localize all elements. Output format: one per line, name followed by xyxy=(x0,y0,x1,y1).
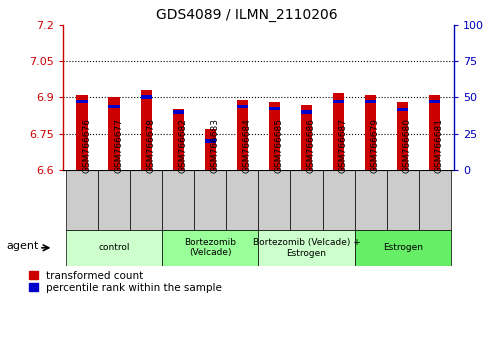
Bar xyxy=(365,95,376,170)
Bar xyxy=(76,95,87,170)
Bar xyxy=(227,170,258,230)
Bar xyxy=(205,139,216,143)
Text: Bortezomib (Velcade) +
Estrogen: Bortezomib (Velcade) + Estrogen xyxy=(253,238,360,257)
Bar xyxy=(269,102,280,170)
Text: GSM766676: GSM766676 xyxy=(82,118,91,173)
Bar xyxy=(194,170,227,230)
Bar xyxy=(109,97,120,170)
Bar xyxy=(98,170,130,230)
Text: GSM766678: GSM766678 xyxy=(146,118,155,173)
Legend: transformed count, percentile rank within the sample: transformed count, percentile rank withi… xyxy=(29,271,222,293)
Bar xyxy=(237,105,248,108)
Bar xyxy=(130,170,162,230)
Bar xyxy=(172,109,184,170)
Bar xyxy=(162,170,194,230)
Text: Bortezomib
(Velcade): Bortezomib (Velcade) xyxy=(185,238,236,257)
Bar xyxy=(365,100,376,103)
Text: GSM766683: GSM766683 xyxy=(210,118,219,173)
Bar xyxy=(355,230,451,266)
Bar xyxy=(258,230,355,266)
Bar xyxy=(162,230,258,266)
Bar xyxy=(141,96,152,98)
Text: GSM766685: GSM766685 xyxy=(274,118,284,173)
Bar xyxy=(141,90,152,170)
Bar xyxy=(429,95,440,170)
Title: GDS4089 / ILMN_2110206: GDS4089 / ILMN_2110206 xyxy=(156,8,338,22)
Text: GSM766682: GSM766682 xyxy=(178,118,187,173)
Bar xyxy=(355,170,387,230)
Text: GSM766679: GSM766679 xyxy=(370,118,380,173)
Bar xyxy=(323,170,355,230)
Bar xyxy=(301,110,312,114)
Bar xyxy=(172,110,184,114)
Bar xyxy=(387,170,419,230)
Bar xyxy=(397,108,408,111)
Bar xyxy=(76,100,87,103)
Text: GSM766681: GSM766681 xyxy=(435,118,444,173)
Bar xyxy=(66,230,162,266)
Text: GSM766680: GSM766680 xyxy=(403,118,412,173)
Text: control: control xyxy=(99,243,130,252)
Text: GSM766677: GSM766677 xyxy=(114,118,123,173)
Bar xyxy=(109,105,120,108)
Text: Estrogen: Estrogen xyxy=(383,243,423,252)
Bar xyxy=(205,129,216,170)
Bar xyxy=(237,100,248,170)
Bar xyxy=(429,100,440,103)
Text: agent: agent xyxy=(6,241,39,251)
Bar xyxy=(397,102,408,170)
Bar xyxy=(333,92,344,170)
Bar xyxy=(269,107,280,110)
Bar xyxy=(419,170,451,230)
Bar xyxy=(290,170,323,230)
Text: GSM766684: GSM766684 xyxy=(242,118,251,173)
Bar xyxy=(333,100,344,103)
Bar xyxy=(66,170,98,230)
Bar xyxy=(301,105,312,170)
Bar xyxy=(258,170,290,230)
Text: GSM766686: GSM766686 xyxy=(307,118,315,173)
Text: GSM766687: GSM766687 xyxy=(339,118,348,173)
